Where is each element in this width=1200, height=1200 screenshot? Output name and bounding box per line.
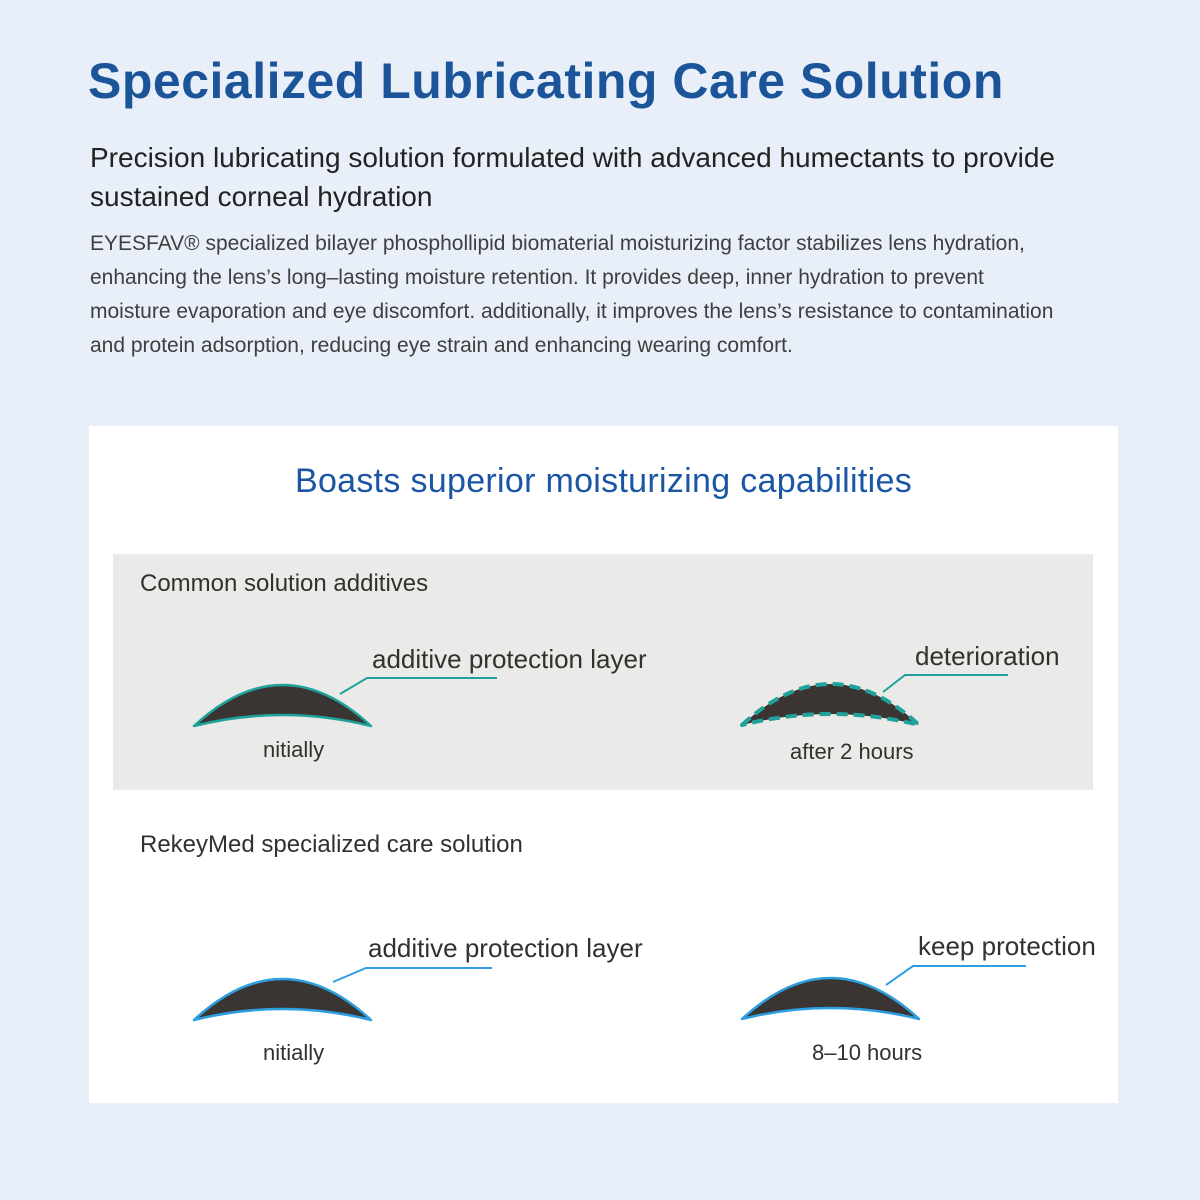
intro-line-3: moisture evaporation and eye discomfort.… <box>90 300 1054 323</box>
lens-common-initial <box>192 683 373 728</box>
intro-line-4: and protein adsorption, reducing eye str… <box>90 334 793 357</box>
intro-paragraph: EYESFAV® specialized bilayer phosphollip… <box>90 227 1053 363</box>
callout-line-specialized-after <box>885 965 1026 986</box>
caption-specialized-after: 8–10 hours <box>812 1040 923 1065</box>
callout-line-specialized-initial <box>332 967 492 983</box>
page-subtitle: Precision lubricating solution formulate… <box>90 138 1055 216</box>
lens-common-after <box>740 682 921 727</box>
callout-label-common-initial: additive protection layer <box>372 644 647 674</box>
callout-label-specialized-initial: additive protection layer <box>368 933 643 963</box>
intro-line-1: EYESFAV® specialized bilayer phosphollip… <box>90 232 1025 255</box>
caption-specialized-initial: nitially <box>263 1040 325 1065</box>
common-additives-panel <box>113 554 1093 790</box>
common-additives-label: Common solution additives <box>140 570 429 597</box>
caption-common-after: after 2 hours <box>790 739 914 764</box>
figure-heading: Boasts superior moisturizing capabilitie… <box>294 462 912 500</box>
callout-line-common-initial <box>339 677 497 695</box>
lens-specialized-after <box>740 976 921 1021</box>
subtitle-line-1: Precision lubricating solution formulate… <box>90 142 1055 173</box>
callout-label-common-after: deterioration <box>915 641 1060 671</box>
callout-label-specialized-after: keep protection <box>918 931 1096 961</box>
subtitle-line-2: sustained corneal hydration <box>90 181 433 212</box>
callout-line-common-after <box>882 674 1008 693</box>
specialized-solution-label: RekeyMed specialized care solution <box>140 831 523 858</box>
page-title: Specialized Lubricating Care Solution <box>88 53 1004 109</box>
caption-common-initial: nitially <box>263 737 325 762</box>
intro-line-2: enhancing the lens’s long–lasting moistu… <box>90 266 984 289</box>
lens-specialized-initial <box>192 977 373 1022</box>
